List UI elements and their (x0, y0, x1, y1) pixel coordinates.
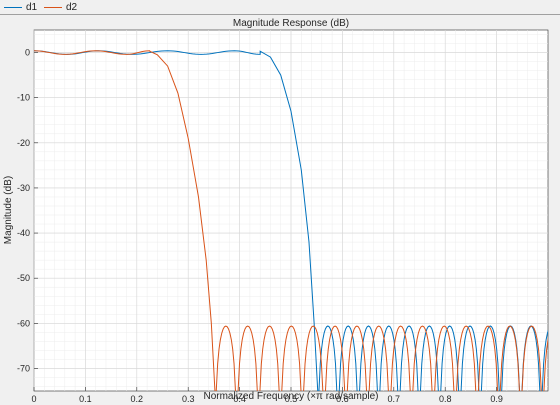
legend-bar: d1 d2 (0, 0, 560, 15)
y-tick-label: -30 (17, 183, 30, 193)
y-tick-label: -10 (17, 93, 30, 103)
y-tick-label: -50 (17, 273, 30, 283)
y-tick-label: -40 (17, 228, 30, 238)
x-tick-label: 0.2 (131, 394, 144, 404)
legend-label-d1: d1 (26, 1, 38, 13)
series-line-d2[interactable] (34, 50, 560, 405)
magnitude-response-chart[interactable]: 0 0.1 0.2 0.3 0.4 0.5 0.6 0.7 0.8 0.9 0 -10 -20 -30 -4… (0, 15, 560, 405)
legend-swatch-d1 (4, 6, 22, 8)
y-tick-label: -20 (17, 138, 30, 148)
x-tick-label: 0 (31, 394, 36, 404)
x-axis-title: Normalized Frequency (×π rad/sample) (203, 391, 378, 402)
legend-item-d1[interactable]: d1 (4, 0, 37, 14)
y-tick-label: 0 (25, 48, 30, 58)
tick-layer: 0 0.1 0.2 0.3 0.4 0.5 0.6 0.7 0.8 0.9 0 -10 -20 -30 -4… (17, 48, 503, 404)
x-tick-label: 0.1 (79, 394, 92, 404)
x-tick-label: 0.9 (490, 394, 503, 404)
series-layer (34, 50, 560, 405)
x-tick-label: 0.4 (233, 394, 246, 404)
y-tick-label: -60 (17, 318, 30, 328)
chart-title: Magnitude Response (dB) (233, 18, 349, 29)
legend-item-d2[interactable]: d2 (44, 0, 77, 14)
legend-swatch-d2 (44, 6, 62, 8)
x-tick-label: 0.7 (388, 394, 401, 404)
legend-label-d2: d2 (66, 1, 78, 13)
y-axis-title: Magnitude (dB) (3, 176, 14, 244)
y-tick-label: -70 (17, 363, 30, 373)
x-tick-label: 0.3 (182, 394, 195, 404)
x-tick-label: 0.8 (439, 394, 452, 404)
x-tick-label: 0.6 (336, 394, 349, 404)
x-tick-label: 0.5 (285, 394, 298, 404)
